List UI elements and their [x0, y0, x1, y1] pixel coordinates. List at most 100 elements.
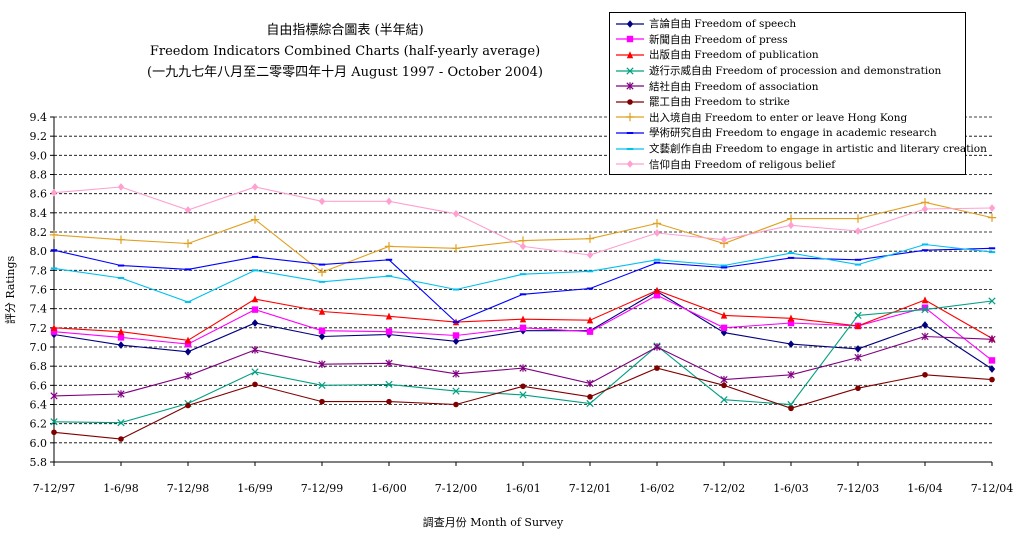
data-point	[988, 335, 996, 344]
data-point	[626, 82, 634, 90]
data-point	[184, 206, 192, 214]
x-tick-label: 7-12/03	[837, 482, 879, 495]
data-point	[653, 343, 661, 351]
data-point	[117, 419, 125, 427]
data-point	[788, 405, 794, 412]
data-point	[452, 209, 460, 218]
series-group	[50, 243, 996, 303]
legend-label: 出版自由 Freedom of publication	[649, 49, 819, 62]
data-point	[317, 268, 327, 277]
data-point	[252, 381, 258, 388]
chart-subtitle-period: (一九九七年八月至二零零四年十月 August 1997 - October 2…	[147, 65, 543, 80]
series-group	[50, 183, 996, 259]
data-point	[116, 235, 126, 244]
data-point	[626, 66, 634, 75]
series-line	[53, 367, 993, 440]
data-point	[988, 204, 996, 212]
y-tick-label: 7.8	[30, 264, 48, 277]
legend-item: 信仰自由 Freedom of religous belief	[616, 156, 959, 172]
legend-swatch-icon	[616, 113, 644, 122]
series-group	[50, 332, 996, 400]
data-point	[385, 328, 393, 335]
x-tick-label: 1-6/04	[907, 482, 942, 495]
legend-item: 遊行示威自由 Freedom of procession and demonst…	[616, 63, 959, 79]
data-point	[854, 322, 862, 330]
data-point	[49, 230, 59, 240]
legend-label: 遊行示威自由 Freedom of procession and demonst…	[649, 65, 942, 78]
legend-label: 新聞自由 Freedom of press	[649, 33, 788, 46]
data-point	[452, 332, 460, 339]
data-point	[50, 418, 58, 426]
data-point	[519, 364, 527, 372]
data-point	[519, 242, 527, 251]
x-tick-label: 7-12/01	[569, 482, 611, 495]
legend-swatch-icon	[616, 131, 644, 134]
data-point	[855, 385, 861, 392]
data-point	[920, 198, 930, 207]
series-group	[50, 247, 996, 324]
data-point	[50, 188, 58, 197]
chart-legend: 言論自由 Freedom of speech 新聞自由 Freedom of pr…	[609, 12, 987, 175]
legend-swatch-icon	[616, 66, 644, 75]
data-point	[921, 296, 929, 304]
data-point	[384, 242, 394, 251]
legend-label: 結社自由 Freedom of association	[649, 80, 819, 93]
data-point	[318, 381, 326, 389]
data-point	[251, 295, 259, 303]
data-point	[117, 334, 125, 341]
data-point	[626, 51, 634, 59]
data-point	[787, 221, 795, 230]
data-point	[117, 183, 125, 191]
data-point	[50, 328, 58, 335]
y-tick-label: 8.8	[30, 169, 48, 182]
y-tick-label: 8.6	[30, 188, 48, 201]
data-point	[626, 19, 634, 28]
data-point	[586, 328, 594, 335]
legend-item: 出版自由 Freedom of publication	[616, 47, 959, 63]
data-point	[787, 340, 795, 348]
legend-swatch-icon	[616, 160, 644, 168]
data-point	[854, 311, 862, 319]
data-point	[921, 205, 929, 213]
legend-swatch-icon	[616, 82, 644, 90]
y-tick-label: 6.4	[30, 399, 48, 412]
legend-swatch-icon	[616, 19, 644, 28]
data-point	[50, 392, 58, 400]
data-point	[720, 324, 728, 332]
data-point	[251, 368, 259, 376]
data-point	[251, 346, 259, 354]
data-point	[921, 304, 929, 311]
legend-swatch-icon	[616, 147, 644, 150]
x-tick-label: 7-12/97	[33, 482, 75, 495]
x-axis-title: 調查月份 Month of Survey	[423, 515, 564, 529]
data-point	[251, 319, 259, 327]
legend-swatch-icon	[616, 36, 644, 43]
data-point	[586, 251, 594, 259]
y-tick-label: 5.8	[30, 456, 48, 469]
data-point	[318, 332, 326, 341]
data-point	[251, 306, 259, 313]
series-group	[49, 198, 997, 277]
series-group	[50, 292, 996, 364]
data-point	[853, 214, 863, 223]
data-point	[585, 234, 595, 243]
data-point	[453, 401, 459, 408]
data-point	[184, 372, 192, 380]
data-point	[117, 327, 125, 335]
data-point	[386, 398, 392, 405]
data-point	[787, 314, 795, 322]
legend-label: 信仰自由 Freedom of religous belief	[649, 158, 836, 171]
y-axis-title: 評分 Ratings	[3, 256, 17, 325]
data-point	[921, 321, 929, 329]
legend-label: 文藝創作自由 Freedom to engage in artistic and…	[649, 143, 987, 156]
axes: 評分 Ratings 調查月份 Month of Survey 9.4 9.2 9.…	[3, 111, 1013, 529]
y-tick-label: 9.2	[30, 130, 48, 143]
legend-item: 新聞自由 Freedom of press	[616, 32, 959, 48]
data-point	[720, 311, 728, 319]
y-tick-label: 8.4	[30, 207, 48, 220]
data-point	[586, 379, 594, 388]
y-tick-label: 7.4	[30, 303, 48, 316]
data-point	[626, 160, 634, 168]
data-point	[318, 307, 326, 315]
